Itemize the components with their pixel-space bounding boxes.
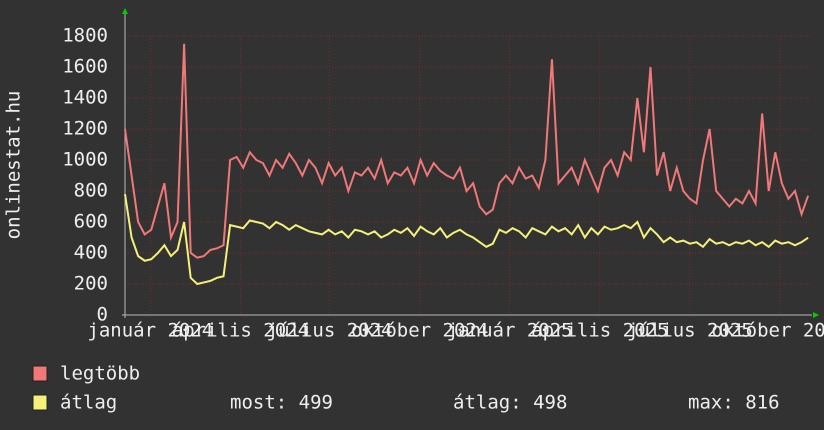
x-tick-label: április 2024 [172,320,309,342]
y-tick-label: 200 [74,273,108,295]
x-tick-label: október 2024 [351,320,488,342]
axis-arrow [122,8,128,14]
x-tick-label: július 2025 [627,320,753,342]
series-line [124,43,810,259]
y-tick-label: 1800 [62,25,108,47]
y-tick-label: 1000 [62,149,108,171]
y-tick-label: 1400 [62,87,108,109]
y-tick-label: 600 [74,211,108,233]
legend-swatch [32,365,48,382]
x-tick-label: január 2024 [87,320,213,342]
axis-arrow [813,312,819,318]
legend-label: legtöbb [60,363,140,385]
y-tick-label: 1600 [62,56,108,78]
y-axis-label: onlinestat.hu [3,91,25,240]
y-tick-label: 400 [74,242,108,264]
x-tick-label: október 2025 [711,320,824,342]
series-line [124,193,809,286]
y-tick-label: 0 [97,304,108,326]
y-tick-label: 800 [74,180,108,202]
legend-label: átlag [60,392,117,414]
x-tick-label: január 2025 [447,320,573,342]
stat-label: átlag: 498 [453,392,567,414]
legend-swatch [32,394,48,411]
stat-label: max: 816 [688,392,780,414]
x-tick-label: július 2024 [267,320,393,342]
y-tick-label: 1200 [62,118,108,140]
stat-label: most: 499 [230,392,333,414]
x-tick-label: április 2025 [531,320,668,342]
